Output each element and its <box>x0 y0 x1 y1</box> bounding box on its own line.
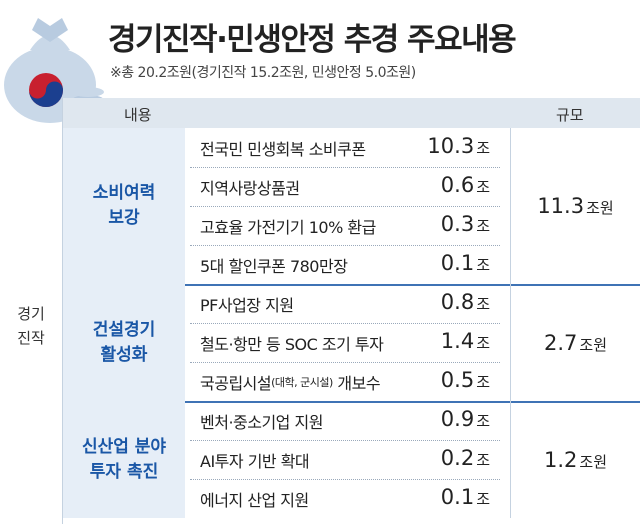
item-amount: 1.4 조 <box>420 329 490 362</box>
amount-value: 0.6 <box>440 173 475 197</box>
amount-value: 10.3 <box>427 134 475 158</box>
item-label: 철도·항만 등 SOC 조기 투자 <box>200 323 384 362</box>
item-label: 고효율 가전기기 10% 환급 <box>200 206 376 245</box>
amount-value: 0.9 <box>440 407 475 431</box>
section-total: 1.2 조원 <box>511 401 640 518</box>
row-divider <box>190 362 500 363</box>
amount-value: 0.3 <box>440 212 475 236</box>
item-label: 지역사랑상품권 <box>200 167 300 206</box>
item-label: 벤처·중소기업 지원 <box>200 401 323 440</box>
total-amount: 2.7 <box>543 330 578 355</box>
item-text: 5대 할인쿠폰 780만장 <box>200 256 348 276</box>
amount-value: 0.2 <box>440 446 475 470</box>
subtitle: ※총 20.2조원(경기진작 15.2조원, 민생안정 5.0조원) <box>110 65 416 81</box>
item-label: 5대 할인쿠폰 780만장 <box>200 245 348 284</box>
item-amount: 0.5 조 <box>420 368 490 401</box>
section-divider <box>63 284 640 286</box>
item-amount: 10.3 조 <box>420 134 490 167</box>
divider <box>510 401 511 518</box>
divider <box>510 128 511 284</box>
total-wrap: 2.7 조원 <box>544 331 607 355</box>
section-name-line: 보강 <box>108 208 140 228</box>
section-bg <box>63 284 185 401</box>
amount-unit: 조 <box>476 451 490 469</box>
amount-value: 0.5 <box>440 368 475 392</box>
row-divider <box>190 479 500 480</box>
amount-unit: 조 <box>476 217 490 235</box>
item-text: PF사업장 지원 <box>200 295 294 315</box>
column-header: 내용 <box>124 106 152 124</box>
column-header: 규모 <box>556 106 584 124</box>
item-text: 개보수 <box>332 373 381 393</box>
section-total: 11.3 조원 <box>511 128 640 284</box>
item-text: 에너지 산업 지원 <box>200 490 309 510</box>
amount-unit: 조 <box>476 334 490 352</box>
item-amount: 0.1 조 <box>420 485 490 518</box>
amount-unit: 조 <box>476 139 490 157</box>
total-unit: 조원 <box>586 199 614 217</box>
group-line: 진작 <box>17 329 45 347</box>
amount-unit: 조 <box>476 373 490 391</box>
item-label: PF사업장 지원 <box>200 284 294 323</box>
row-divider <box>190 167 500 168</box>
section-name-line: 투자 촉진 <box>89 461 159 482</box>
section-name-line: 신산업 분야 <box>81 436 167 457</box>
section-name-line: 활성화 <box>100 344 148 365</box>
section-name-line: 소비여력 <box>92 183 156 203</box>
amount-value: 0.1 <box>440 251 475 275</box>
amount-unit: 조 <box>476 412 490 430</box>
section-total: 2.7 조원 <box>511 284 640 401</box>
section-bg <box>63 401 185 518</box>
item-amount: 0.9 조 <box>420 407 490 440</box>
header-row <box>62 98 640 128</box>
total-wrap: 1.2 조원 <box>544 448 607 472</box>
total-amount: 1.2 <box>543 447 578 472</box>
item-text: 국공립시설 <box>200 373 272 393</box>
amount-value: 0.1 <box>440 485 475 509</box>
item-text: 벤처·중소기업 지원 <box>200 412 323 432</box>
item-note: (대학, 군시설) <box>271 375 333 389</box>
amount-unit: 조 <box>476 295 490 313</box>
row-divider <box>190 206 500 207</box>
group-line: 경기 <box>17 305 45 323</box>
total-unit: 조원 <box>579 452 607 471</box>
item-amount: 0.2 조 <box>420 446 490 479</box>
amount-value: 0.8 <box>440 290 475 314</box>
title: 경기진작·민생안정 추경 주요내용 <box>108 22 517 58</box>
item-amount: 0.6 조 <box>420 173 490 206</box>
total-wrap: 11.3 조원 <box>537 194 613 218</box>
amount-unit: 조 <box>476 490 490 508</box>
total-amount: 11.3 <box>537 194 585 218</box>
item-amount: 0.8 조 <box>420 290 490 323</box>
divider <box>510 284 511 401</box>
item-label: AI투자 기반 확대 <box>200 440 310 479</box>
row-divider <box>190 323 500 324</box>
section-divider <box>63 401 640 403</box>
section-name-line: 건설경기 <box>92 319 156 340</box>
item-text: 철도·항만 등 SOC 조기 투자 <box>200 334 384 354</box>
item-text: AI투자 기반 확대 <box>200 451 310 471</box>
item-text: 고효율 가전기기 10% 환급 <box>200 217 376 237</box>
item-label: 전국민 민생회복 소비쿠폰 <box>200 128 366 167</box>
item-text: 지역사랑상품권 <box>200 178 300 198</box>
section-bg <box>63 128 185 284</box>
item-text: 전국민 민생회복 소비쿠폰 <box>200 139 366 159</box>
item-label: 국공립시설 (대학, 군시설) 개보수 <box>200 362 381 401</box>
row-divider <box>190 440 500 441</box>
item-amount: 0.1 조 <box>420 251 490 284</box>
amount-value: 1.4 <box>440 329 475 353</box>
amount-unit: 조 <box>476 256 490 274</box>
item-amount: 0.3 조 <box>420 212 490 245</box>
row-divider <box>190 245 500 246</box>
total-unit: 조원 <box>579 335 607 354</box>
item-label: 에너지 산업 지원 <box>200 479 309 518</box>
divider <box>62 98 63 524</box>
amount-unit: 조 <box>476 178 490 196</box>
